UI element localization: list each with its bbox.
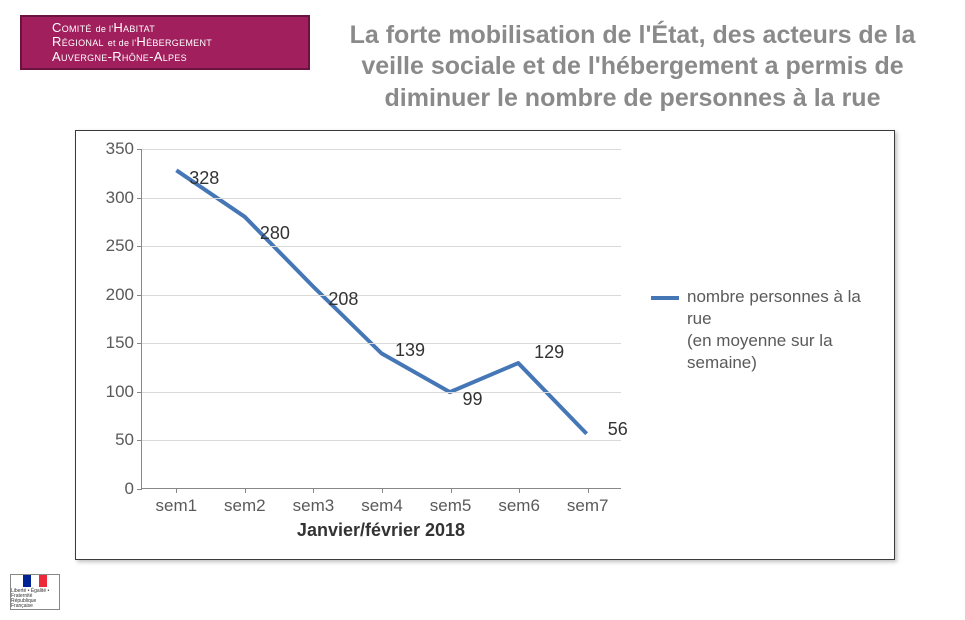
- logo-line2a: Régional: [52, 34, 104, 49]
- gridline: [142, 440, 621, 441]
- flag-red: [39, 575, 47, 587]
- gridline: [142, 246, 621, 247]
- gridline: [142, 392, 621, 393]
- x-tick-label: sem6: [498, 496, 540, 516]
- x-tick-label: sem3: [293, 496, 335, 516]
- y-tick-mark: [137, 392, 142, 393]
- plot-area: 050100150200250300350sem1sem2sem3sem4sem…: [141, 149, 621, 489]
- logo-line1c: Habitat: [113, 20, 155, 35]
- x-tick-label: sem2: [224, 496, 266, 516]
- y-tick-label: 300: [92, 188, 134, 208]
- data-label: 56: [608, 419, 628, 440]
- data-label: 328: [189, 168, 219, 189]
- footer-subtitle: République Française: [11, 599, 59, 609]
- logo-line2c: Hébergement: [136, 34, 212, 49]
- legend-swatch: [651, 296, 679, 300]
- data-label: 129: [534, 342, 564, 363]
- y-tick-label: 200: [92, 285, 134, 305]
- data-label: 208: [328, 289, 358, 310]
- data-label: 280: [260, 223, 290, 244]
- data-line: [176, 170, 586, 433]
- y-tick-mark: [137, 489, 142, 490]
- chart-container: 0 50 100 150 200 250 300 350 sem1 sem2 sem3 sem4 sem…: [75, 130, 895, 560]
- flag-white: [31, 575, 39, 587]
- x-axis-title: Janvier/février 2018: [297, 520, 465, 541]
- data-label: 139: [395, 340, 425, 361]
- legend-label: nombre personnes à la rue (en moyenne su…: [687, 286, 876, 374]
- org-logo-badge: Comité de l'Habitat Régional et de l'Héb…: [20, 15, 310, 70]
- x-tick-mark: [245, 488, 246, 493]
- x-tick-mark: [313, 488, 314, 493]
- x-tick-label: sem4: [361, 496, 403, 516]
- x-tick-mark: [519, 488, 520, 493]
- legend: nombre personnes à la rue (en moyenne su…: [651, 286, 876, 374]
- y-tick-label: 350: [92, 139, 134, 159]
- y-tick-label: 0: [92, 479, 134, 499]
- y-tick-mark: [137, 295, 142, 296]
- data-label: 99: [463, 389, 483, 410]
- page-title: La forte mobilisation de l'État, des act…: [330, 15, 945, 114]
- logo-line3: Auvergne-Rhône-Alpes: [52, 50, 308, 64]
- logo-line1a: Comité: [52, 20, 92, 35]
- y-tick-mark: [137, 440, 142, 441]
- y-tick-mark: [137, 246, 142, 247]
- gridline: [142, 295, 621, 296]
- y-tick-label: 250: [92, 236, 134, 256]
- y-tick-mark: [137, 343, 142, 344]
- gridline: [142, 198, 621, 199]
- republique-francaise-logo: Liberté • Égalité • Fraternité Républiqu…: [10, 574, 60, 610]
- y-tick-label: 50: [92, 430, 134, 450]
- y-tick-mark: [137, 149, 142, 150]
- x-tick-mark: [588, 488, 589, 493]
- y-tick-label: 100: [92, 382, 134, 402]
- x-tick-mark: [176, 488, 177, 493]
- y-tick-mark: [137, 198, 142, 199]
- logo-line1b: de l': [96, 24, 114, 34]
- flag-blue: [23, 575, 31, 587]
- gridline: [142, 149, 621, 150]
- x-tick-label: sem5: [430, 496, 472, 516]
- x-tick-mark: [382, 488, 383, 493]
- x-tick-label: sem7: [567, 496, 609, 516]
- x-tick-label: sem1: [155, 496, 197, 516]
- x-tick-mark: [451, 488, 452, 493]
- y-tick-label: 150: [92, 333, 134, 353]
- line-series-svg: [142, 149, 621, 488]
- logo-line2b: et de l': [108, 38, 137, 48]
